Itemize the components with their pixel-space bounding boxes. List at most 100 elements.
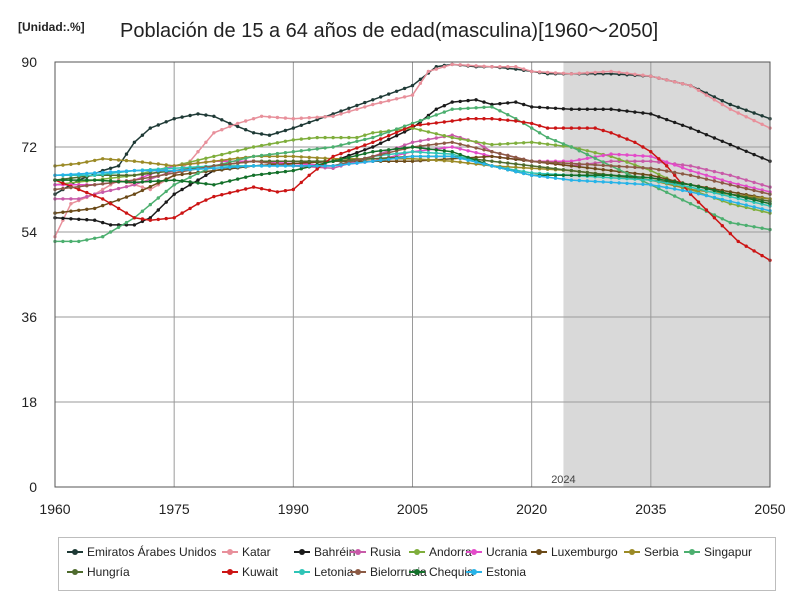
data-point [617,164,621,169]
data-point [220,163,224,167]
data-point [744,244,748,248]
data-point [244,128,248,132]
data-point [760,200,764,204]
data-point [522,166,526,170]
data-point [283,128,288,133]
data-point [116,164,121,168]
legend-label: Bahréin [314,545,356,559]
data-point [124,185,129,189]
data-point [418,154,423,159]
data-point [116,173,121,177]
data-point [426,147,431,151]
data-point [577,107,581,111]
data-point [101,190,105,194]
legend-swatch [466,548,482,556]
legend-swatch [294,568,310,576]
legend-item: Kuwait [222,565,278,579]
data-point [339,151,343,156]
data-point [394,151,399,156]
y-tick-label: 0 [29,479,37,495]
data-point [394,89,399,94]
data-point [442,159,446,163]
data-point [299,155,303,159]
data-point [545,70,550,75]
data-point [657,172,661,177]
data-point [275,141,280,145]
data-point [394,156,399,160]
data-point [625,71,629,76]
data-point [561,71,566,76]
data-point [307,155,311,160]
data-point [307,159,311,163]
data-point [752,152,756,157]
data-point [728,194,732,199]
data-point [458,156,462,160]
data-point [69,172,73,177]
data-point [212,114,216,119]
data-point [537,131,542,135]
data-point [339,135,343,140]
data-point [617,174,621,178]
data-point [641,177,645,182]
legend-swatch [222,548,238,556]
data-point [371,102,375,107]
data-point [617,168,621,172]
data-point [331,145,335,149]
data-point [379,100,383,105]
data-point [259,132,264,136]
legend-swatch [466,568,482,576]
data-point [156,174,160,178]
data-point [172,117,176,121]
data-point [148,126,152,130]
data-point [617,176,621,180]
data-point [736,111,740,115]
data-point [387,99,391,103]
data-point [315,164,319,168]
data-point [148,202,152,207]
legend-swatch [409,548,425,556]
data-point [204,167,208,171]
data-point [410,121,415,126]
data-point [561,168,566,172]
data-point [93,236,97,240]
data-point [553,71,558,75]
data-point [736,196,740,201]
legend-item: Emiratos Árabes Unidos [67,545,216,559]
data-point [85,184,89,188]
data-point [514,155,518,160]
data-point [625,174,629,178]
data-point [394,130,399,135]
data-point [657,168,661,172]
data-point [85,171,89,176]
data-point [466,149,470,153]
data-point [212,183,216,187]
data-point [585,179,589,183]
data-point [760,207,764,211]
data-point [220,166,224,170]
data-point [323,156,327,160]
data-point [585,152,589,157]
data-point [585,162,589,167]
data-point [299,159,303,163]
series-10 [53,117,772,262]
data-point [482,64,486,69]
data-point [633,163,637,167]
data-point [712,98,717,102]
data-point [410,93,415,97]
data-point [585,170,589,175]
data-point [188,168,192,172]
data-point [728,102,732,107]
data-point [180,172,184,177]
x-tick-label: 1975 [159,501,190,517]
data-point [728,220,732,225]
data-point [696,200,701,204]
data-point [259,187,264,191]
data-point [577,149,581,153]
series-14 [53,154,772,213]
data-point [569,107,574,111]
data-point [267,142,272,146]
data-point [426,69,431,74]
data-point [752,205,756,209]
data-point [164,200,168,204]
data-point [577,178,581,183]
